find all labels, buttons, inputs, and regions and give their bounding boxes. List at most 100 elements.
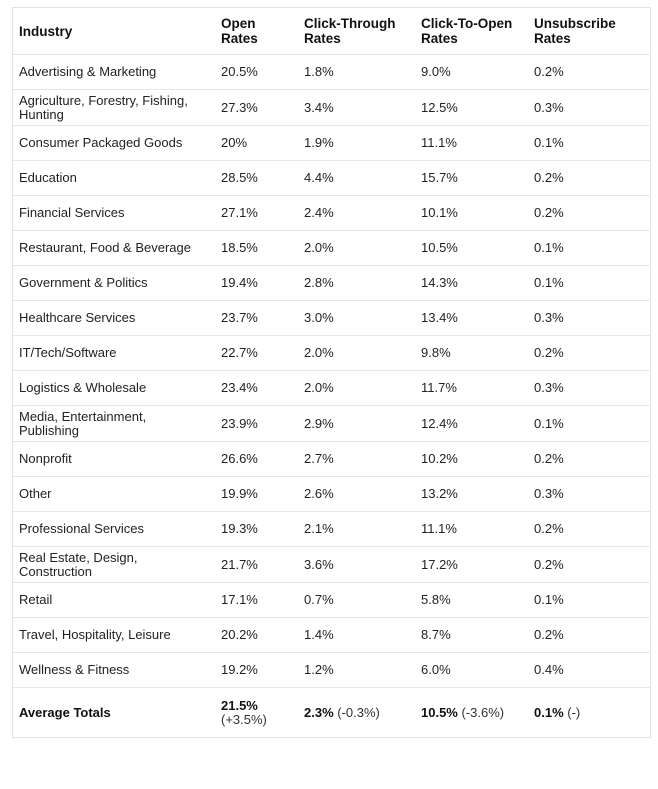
industry-label: Government & Politics — [19, 275, 148, 290]
industry-cell: Nonprofit — [13, 441, 215, 477]
table-row: Education 28.5% 4.4% 15.7% 0.2% — [13, 160, 650, 196]
industry-label: Publishing — [19, 422, 79, 438]
open-rate-cell: 19.9% — [215, 476, 298, 512]
industry-label: Media, Entertainment, — [19, 408, 147, 424]
industry-cell: Financial Services — [13, 195, 215, 231]
click-through-rate-cell: 3.4% — [298, 89, 415, 126]
click-through-rate-cell: 4.4% — [298, 160, 415, 196]
open-rate-cell: 27.3% — [215, 89, 298, 126]
industry-cell: Retail — [13, 582, 215, 618]
unsubscribe-rate-cell: 0.1% — [528, 265, 650, 301]
open-rate-cell: 20.5% — [215, 54, 298, 90]
table-row: IT/Tech/Software 22.7% 2.0% 9.8% 0.2% — [13, 335, 650, 371]
industry-cell: IT/Tech/Software — [13, 335, 215, 371]
click-to-open-rate-cell: 6.0% — [415, 652, 528, 688]
benchmark-table-container: Industry Open Rates Click-Through Rates Cl… — [12, 7, 651, 738]
industry-cell: Healthcare Services — [13, 300, 215, 336]
click-through-rate-cell: 3.0% — [298, 300, 415, 336]
header-click-through-rates: Click-Through Rates — [298, 8, 415, 55]
industry-label: Logistics & Wholesale — [19, 380, 147, 395]
totals-click-through-rate: 2.3% (-0.3%) — [304, 704, 380, 720]
click-to-open-rate-cell: 10.5% — [415, 230, 528, 266]
open-rate-cell: 19.2% — [215, 652, 298, 688]
table-row: Consumer Packaged Goods 20% 1.9% 11.1% 0.1% — [13, 125, 650, 161]
industry-label: Real Estate, Design, — [19, 549, 138, 565]
unsubscribe-rate-cell: 0.3% — [528, 89, 650, 126]
open-rate-cell: 27.1% — [215, 195, 298, 231]
click-to-open-rate-cell: 12.4% — [415, 405, 528, 442]
unsubscribe-rate-cell: 0.2% — [528, 511, 650, 547]
table-row: Retail 17.1% 0.7% 5.8% 0.1% — [13, 582, 650, 618]
click-to-open-rate-cell: 9.0% — [415, 54, 528, 90]
industry-label: Travel, Hospitality, Leisure — [19, 627, 171, 642]
open-rate-cell: 20.2% — [215, 617, 298, 653]
open-rate-cell: 19.4% — [215, 265, 298, 301]
industry-cell: Education — [13, 160, 215, 196]
click-to-open-rate-cell: 11.7% — [415, 370, 528, 406]
header-industry: Industry — [13, 8, 215, 55]
click-through-rate-cell: 2.8% — [298, 265, 415, 301]
table-row: Government & Politics 19.4% 2.8% 14.3% 0.1% — [13, 265, 650, 301]
industry-label: Hunting — [19, 106, 64, 122]
table-row: Advertising & Marketing 20.5% 1.8% 9.0% 0.2% — [13, 54, 650, 90]
industry-label: Healthcare Services — [19, 310, 136, 325]
click-through-rate-cell: 2.6% — [298, 476, 415, 512]
industry-label: Retail — [19, 592, 53, 607]
unsubscribe-rate-cell: 0.3% — [528, 300, 650, 336]
click-through-rate-cell: 1.4% — [298, 617, 415, 653]
industry-cell: Agriculture, Forestry, Fishing, Hunting — [13, 89, 215, 126]
open-rate-cell: 22.7% — [215, 335, 298, 371]
click-through-rate-cell: 2.4% — [298, 195, 415, 231]
unsubscribe-rate-cell: 0.2% — [528, 335, 650, 371]
email-benchmark-table: Industry Open Rates Click-Through Rates Cl… — [13, 8, 650, 737]
unsubscribe-rate-cell: 0.2% — [528, 195, 650, 231]
totals-unsubscribe-rate: 0.1% (-) — [534, 704, 581, 720]
open-rate-cell: 19.3% — [215, 511, 298, 547]
click-to-open-rate-cell: 5.8% — [415, 582, 528, 618]
totals-click-to-open-rate: 10.5% (-3.6%) — [421, 704, 505, 720]
click-through-rate-cell: 2.9% — [298, 405, 415, 442]
industry-label: Other — [19, 486, 52, 501]
industry-cell: Government & Politics — [13, 265, 215, 301]
click-through-rate-cell: 1.8% — [298, 54, 415, 90]
open-rate-cell: 17.1% — [215, 582, 298, 618]
open-rate-cell: 23.9% — [215, 405, 298, 442]
industry-label: Construction — [19, 563, 92, 579]
industry-cell: Consumer Packaged Goods — [13, 125, 215, 161]
totals-label: Average Totals — [19, 704, 111, 720]
industry-cell: Logistics & Wholesale — [13, 370, 215, 406]
unsubscribe-rate-cell: 0.2% — [528, 546, 650, 583]
click-to-open-rate-cell: 9.8% — [415, 335, 528, 371]
industry-cell: Travel, Hospitality, Leisure — [13, 617, 215, 653]
table-row: Restaurant, Food & Beverage 18.5% 2.0% 10.5… — [13, 230, 650, 266]
industry-cell: Other — [13, 476, 215, 512]
table-row: Media, Entertainment, Publishing 23.9% 2.9%… — [13, 405, 650, 442]
industry-cell: Professional Services — [13, 511, 215, 547]
unsubscribe-rate-cell: 0.3% — [528, 370, 650, 406]
unsubscribe-rate-cell: 0.1% — [528, 230, 650, 266]
unsubscribe-rate-cell: 0.1% — [528, 582, 650, 618]
click-to-open-rate-cell: 11.1% — [415, 125, 528, 161]
click-through-rate-cell: 1.2% — [298, 652, 415, 688]
unsubscribe-rate-cell: 0.1% — [528, 405, 650, 442]
industry-label: Advertising & Marketing — [19, 64, 157, 79]
click-through-rate-cell: 1.9% — [298, 125, 415, 161]
industry-label: Education — [19, 170, 77, 185]
click-to-open-rate-cell: 15.7% — [415, 160, 528, 196]
header-unsubscribe-rates: Unsubscribe Rates — [528, 8, 650, 55]
table-row: Professional Services 19.3% 2.1% 11.1% 0.2% — [13, 511, 650, 547]
unsubscribe-rate-cell: 0.2% — [528, 441, 650, 477]
totals-open-rate: 21.5% (+3.5%) — [221, 697, 267, 727]
click-through-rate-cell: 2.0% — [298, 230, 415, 266]
open-rate-cell: 18.5% — [215, 230, 298, 266]
click-through-rate-cell: 2.0% — [298, 335, 415, 371]
click-through-rate-cell: 3.6% — [298, 546, 415, 583]
industry-label: Nonprofit — [19, 451, 72, 466]
click-to-open-rate-cell: 12.5% — [415, 89, 528, 126]
click-to-open-rate-cell: 14.3% — [415, 265, 528, 301]
average-totals-row: Average Totals 21.5% (+3.5%) 2.3% (-0.3%) 10… — [13, 688, 650, 738]
open-rate-cell: 26.6% — [215, 441, 298, 477]
table-body: Advertising & Marketing 20.5% 1.8% 9.0% 0.2%… — [13, 54, 650, 738]
click-to-open-rate-cell: 17.2% — [415, 546, 528, 583]
header-row: Industry Open Rates Click-Through Rates Cl… — [13, 8, 650, 55]
